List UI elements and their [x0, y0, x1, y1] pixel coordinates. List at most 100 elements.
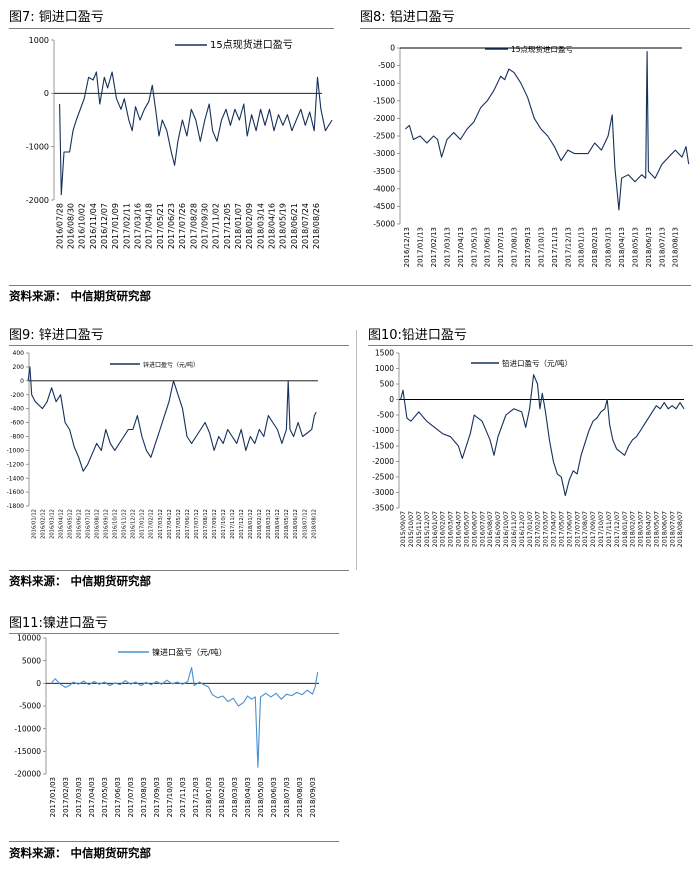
x-tick-label: 2017/01/03: [49, 777, 57, 817]
figure-aluminum: 图8: 铝进口盈亏 -5000 -4500 -4000 -3500 -3000 -2500…: [350, 0, 700, 300]
x-tick-label: 2017/07/03: [127, 777, 135, 817]
y-tick-label: -1800: [7, 503, 25, 510]
x-tick-label: 2018/08/26: [312, 203, 321, 249]
x-tick-label: 2017/04/07: [551, 511, 558, 547]
column-divider: [356, 330, 357, 570]
figure-title: 图10:铅进口盈亏: [368, 328, 467, 343]
x-tick-label: 2016/05/07: [463, 511, 470, 547]
x-tick-label: 2018/05/13: [631, 227, 639, 267]
x-tick-label: 2017/02/03: [62, 777, 70, 817]
x-tick-label: 2018/02/12: [257, 509, 263, 539]
x-tick-label: 2016/05/12: [67, 509, 73, 539]
y-tick-label: 1500: [375, 349, 394, 358]
figure-copper: 图7: 铜进口盈亏 -2000 -1000 0 1000 2016/07/28 2016/…: [0, 0, 350, 300]
x-tick-label: 2017/03/16: [134, 203, 143, 249]
x-tick-label: 2017/11/13: [551, 227, 559, 267]
y-tick-label: -400: [10, 406, 24, 413]
aluminum-chart: -5000-4500-4000-3500-3000-2500-2000-1500…: [373, 44, 690, 267]
x-tick-label: 2016/02/07: [440, 511, 447, 547]
x-tick-label: 2017/09/13: [524, 227, 532, 267]
legend-label: 锌进口盈亏（元/吨）: [143, 361, 199, 369]
figure-title: 图11:镍进口盈亏: [9, 616, 108, 631]
y-tick-label: -800: [10, 434, 24, 441]
x-tick-label: 2018/07/24: [301, 203, 310, 249]
x-tick-label: 2016/01/12: [31, 509, 37, 539]
y-tick-label: 400: [13, 350, 25, 357]
x-tick-label: 2017/02/11: [122, 203, 131, 249]
x-tick-label: 2016/04/07: [456, 511, 463, 547]
y-tick-label: -1500: [373, 96, 395, 105]
x-tick-label: 2017/06/23: [167, 203, 176, 249]
x-tick-label: 2017/10/03: [166, 777, 174, 817]
x-tick-label: 2016/09/07: [495, 511, 502, 547]
x-tick-label: 2017/08/28: [189, 203, 198, 249]
x-tick-label: 2016/06/07: [471, 511, 478, 547]
y-tick-label: -1500: [372, 442, 394, 451]
x-tick-label: 2017/07/12: [194, 509, 200, 539]
y-tick-label: -10000: [14, 724, 41, 733]
x-tick-label: 2018/03/13: [605, 227, 613, 267]
x-tick-label: 2017/06/13: [484, 227, 492, 267]
x-tick-label: 2017/12/12: [239, 509, 245, 539]
x-tick-label: 2017/02/07: [535, 511, 542, 547]
y-tick-label: -4000: [373, 184, 395, 193]
y-tick-label: -500: [377, 411, 394, 420]
legend-label: 铅进口盈亏（元/吨）: [502, 358, 572, 368]
y-tick-label: 10000: [17, 634, 41, 643]
x-tick-label: 2018/04/12: [275, 509, 281, 539]
x-tick-label: 2017/03/07: [543, 511, 550, 547]
legend-label: 镍进口盈亏（元/吨）: [152, 647, 227, 657]
title-rule: [9, 345, 349, 346]
y-tick-label: 0: [389, 395, 394, 404]
x-tick-label: 2018/05/19: [279, 203, 288, 249]
x-tick-label: 2017/12/13: [564, 227, 572, 267]
x-tick-label: 2017/07/26: [178, 203, 187, 249]
x-tick-label: 2016/11/07: [511, 511, 518, 547]
x-tick-label: 2018/05/03: [257, 777, 265, 817]
x-tick-label: 2017/02/12: [149, 509, 155, 539]
x-tick-label: 2015/10/07: [408, 511, 415, 547]
y-tick-label: -3000: [373, 149, 395, 158]
figure-zinc: 图9: 锌进口盈亏 -1800 -1600 -1400 -1200 -1000 -800-…: [0, 320, 350, 590]
x-tick-label: 2015/12/07: [424, 511, 431, 547]
y-tick-label: -600: [10, 420, 24, 427]
x-tick-label: 2017/05/12: [176, 509, 182, 539]
x-tick-label: 2017/10/12: [221, 509, 227, 539]
x-tick-label: 2017/11/02: [212, 203, 221, 249]
figure-nickel: 图11:镍进口盈亏 -20000 -15000 -10000 -5000 0 5000 10…: [0, 608, 350, 870]
x-tick-label: 2018/01/12: [248, 509, 254, 539]
x-tick-label: 2018/03/14: [256, 203, 265, 249]
x-tick-label: 2016/12/07: [100, 203, 109, 249]
x-tick-label: 2017/03/03: [75, 777, 83, 817]
x-tick-label: 2018/07/07: [669, 511, 676, 547]
x-tick-label: 2017/04/13: [457, 227, 465, 267]
legend-label: 15点现货进口盈亏: [511, 44, 574, 54]
x-tick-label: 2017/11/03: [179, 777, 187, 817]
x-tick-label: 2017/12/07: [614, 511, 621, 547]
series-line: [59, 71, 333, 196]
x-tick-label: 2017/08/03: [140, 777, 148, 817]
x-tick-label: 2018/04/16: [268, 203, 277, 249]
x-tick-label: 2017/09/03: [153, 777, 161, 817]
y-tick-label: -2000: [372, 457, 394, 466]
x-tick-label: 2016/10/07: [503, 511, 510, 547]
x-tick-label: 2018/06/12: [293, 509, 299, 539]
x-tick-label: 2018/07/12: [302, 509, 308, 539]
x-tick-label: 2016/07/12: [86, 509, 92, 539]
y-tick-label: 5000: [22, 656, 41, 665]
y-tick-label: -3500: [373, 167, 395, 176]
x-tick-label: 2018/03/03: [231, 777, 239, 817]
x-tick-label: 2017/10/13: [537, 227, 545, 267]
x-tick-label: 2015/09/07: [400, 511, 407, 547]
x-tick-label: 2017/12/03: [192, 777, 200, 817]
x-tick-label: 2016/09/12: [104, 509, 110, 539]
x-tick-label: 2018/05/12: [284, 509, 290, 539]
x-tick-label: 2018/04/13: [618, 227, 626, 267]
y-tick-label: 1000: [29, 36, 49, 45]
x-tick-label: 2016/08/12: [95, 509, 101, 539]
x-tick-label: 2018/07/03: [283, 777, 291, 817]
x-tick-label: 2018/02/13: [591, 227, 599, 267]
series-line: [50, 666, 319, 768]
x-tick-label: 2017/03/13: [443, 227, 451, 267]
y-tick-label: 500: [380, 380, 395, 389]
